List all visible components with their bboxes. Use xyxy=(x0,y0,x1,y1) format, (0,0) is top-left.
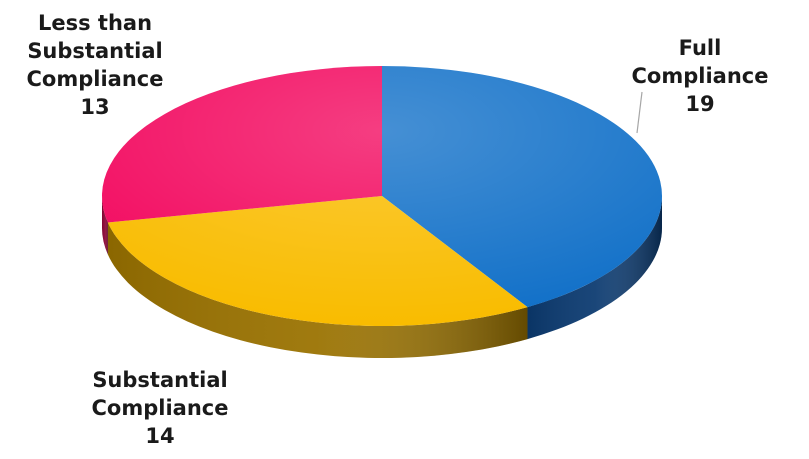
slice-side-shade-1 xyxy=(107,222,528,358)
slice-label-1: Substantial xyxy=(92,368,227,392)
slice-value-0: 19 xyxy=(685,92,714,116)
pie-sides xyxy=(102,196,662,358)
slice-label-0: Full xyxy=(679,36,722,60)
slice-label-2: Substantial xyxy=(27,39,162,63)
slice-label-2: Less than xyxy=(38,11,152,35)
slice-side-shade-0 xyxy=(527,196,662,340)
pie-shine xyxy=(102,66,662,326)
slice-value-2: 13 xyxy=(80,95,109,119)
slice-label-2: Compliance xyxy=(27,67,164,91)
slice-label-0: Compliance xyxy=(632,64,769,88)
leader-lines xyxy=(636,91,643,134)
slice-side-shade-2 xyxy=(102,196,108,255)
slice-labels: Full Compliance 19 Substantial Compliance 14 L… xyxy=(27,11,769,448)
leader-line-0 xyxy=(636,91,643,134)
slice-value-1: 14 xyxy=(145,424,174,448)
slice-label-1: Compliance xyxy=(92,396,229,420)
pie-tops xyxy=(101,66,663,327)
